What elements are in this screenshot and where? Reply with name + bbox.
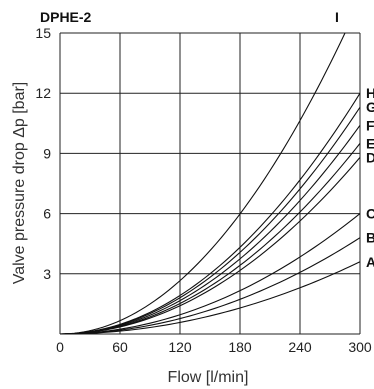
- curve-E: [59, 143, 361, 335]
- curve-layer: [59, 32, 361, 335]
- curve-label-C: C: [366, 206, 374, 222]
- curve-label-D: D: [366, 149, 374, 165]
- y-tick-label: 12: [35, 85, 51, 101]
- x-axis-label: Flow [l/min]: [168, 369, 249, 386]
- y-tick-label: 9: [43, 145, 51, 161]
- grid-layer: [59, 32, 361, 335]
- tick-layer: 0 60 120 180 240 300 3 6 9 12 15: [35, 25, 371, 355]
- x-tick-label: 0: [56, 339, 64, 355]
- y-tick-label: 15: [35, 25, 51, 41]
- x-tick-label: 240: [288, 339, 312, 355]
- curve-label-E: E: [366, 135, 374, 151]
- curve-A: [59, 261, 361, 335]
- x-tick-label: 120: [168, 339, 192, 355]
- x-tick-label: 180: [228, 339, 252, 355]
- y-axis-label: Valve pressure drop Δp [bar]: [11, 82, 28, 285]
- curve-D: [59, 157, 361, 335]
- curve-label-F: F: [366, 117, 374, 133]
- x-tick-label: 60: [112, 339, 128, 355]
- curve-label-A: A: [366, 254, 374, 270]
- x-tick-label: 300: [348, 339, 372, 355]
- curve-F: [59, 124, 361, 335]
- curve-B: [59, 237, 361, 335]
- curve-label-H: H: [366, 85, 374, 101]
- curve-I: [59, 32, 346, 335]
- y-tick-label: 6: [43, 206, 51, 222]
- curve-label-I: I: [335, 9, 339, 25]
- curve-label-B: B: [366, 230, 374, 246]
- y-tick-label: 3: [43, 266, 51, 282]
- chart-title: DPHE-2: [40, 9, 92, 25]
- curve-G: [59, 106, 361, 335]
- curve-label-G: G: [366, 99, 374, 115]
- curve-C: [59, 213, 361, 335]
